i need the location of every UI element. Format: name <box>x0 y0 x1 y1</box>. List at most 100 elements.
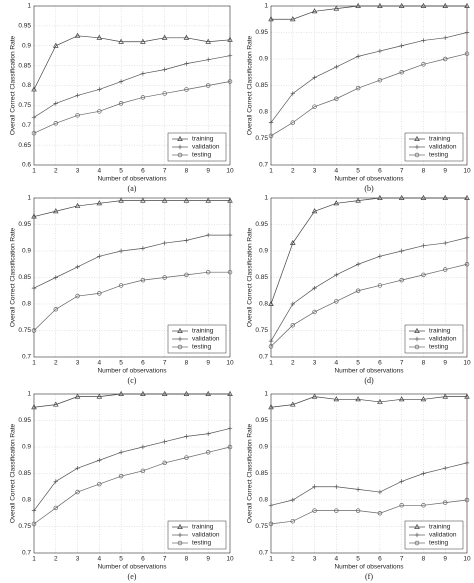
y-axis-label: Overall Correct Classification Rate <box>247 227 254 327</box>
x-tick-label: 3 <box>313 556 317 563</box>
series-line <box>270 462 468 506</box>
marker <box>140 444 146 450</box>
marker <box>414 523 420 529</box>
marker <box>140 390 146 396</box>
marker <box>162 460 167 466</box>
series-line <box>270 197 467 305</box>
y-tick-label: 0.9 <box>22 42 31 49</box>
marker <box>52 208 59 214</box>
marker <box>334 299 339 304</box>
marker <box>377 489 383 495</box>
marker <box>268 133 274 139</box>
caption: (c) <box>128 376 137 385</box>
marker <box>183 390 190 396</box>
marker <box>206 431 211 436</box>
marker <box>311 393 318 399</box>
y-tick-label: 0.65 <box>18 142 31 149</box>
y-tick-label: 0.85 <box>255 82 268 89</box>
y-tick-label: 0.9 <box>22 248 31 255</box>
marker <box>442 56 448 62</box>
marker <box>118 248 124 254</box>
x-tick-label: 6 <box>378 556 382 563</box>
series-line <box>33 55 231 118</box>
y-tick-label: 0.9 <box>259 444 268 451</box>
marker <box>31 508 37 513</box>
marker <box>464 30 470 35</box>
marker <box>75 93 80 98</box>
marker <box>334 96 339 101</box>
marker <box>443 466 448 471</box>
x-tick-label: 6 <box>141 556 145 563</box>
marker <box>161 197 168 203</box>
legend-label: training <box>429 524 451 531</box>
marker <box>311 8 318 14</box>
x-tick-label: 7 <box>163 168 167 175</box>
marker <box>162 240 167 246</box>
y-axis-label: Overall Correct Classification Rate <box>10 227 17 327</box>
y-tick-label: 0.95 <box>255 417 268 424</box>
x-tick-label: 5 <box>119 360 123 367</box>
x-tick-label: 6 <box>141 168 145 175</box>
marker <box>53 101 58 106</box>
marker <box>161 34 168 40</box>
marker <box>183 34 190 40</box>
marker <box>268 521 274 527</box>
x-axis-label: Number of observations <box>97 368 167 375</box>
marker <box>31 521 37 527</box>
marker <box>162 439 167 444</box>
marker <box>420 2 427 8</box>
marker <box>162 275 167 280</box>
marker <box>398 194 405 200</box>
y-axis-label: Overall Correct Classification Rate <box>247 35 254 135</box>
marker <box>118 450 124 455</box>
marker <box>184 87 189 92</box>
marker <box>421 243 426 248</box>
marker <box>118 390 124 396</box>
legend-label: testing <box>429 344 449 351</box>
y-tick-label: 0.95 <box>18 417 31 424</box>
marker <box>421 38 426 43</box>
y-tick-label: 0.75 <box>255 523 268 530</box>
x-tick-label: 4 <box>98 168 102 175</box>
marker <box>312 309 317 315</box>
marker <box>31 130 37 136</box>
marker <box>290 497 295 503</box>
marker <box>355 396 361 402</box>
legend-label: validation <box>192 532 220 539</box>
marker <box>205 83 211 88</box>
marker <box>268 338 274 344</box>
y-tick-label: 0.95 <box>18 23 31 30</box>
x-tick-label: 8 <box>185 168 189 175</box>
marker <box>421 272 426 278</box>
marker <box>312 508 317 513</box>
marker <box>414 336 420 342</box>
marker <box>464 194 470 200</box>
marker <box>399 69 404 75</box>
series-line <box>33 35 231 90</box>
x-tick-label: 4 <box>335 360 339 367</box>
marker <box>399 248 404 254</box>
marker <box>464 2 470 8</box>
marker <box>227 197 233 203</box>
marker <box>312 484 317 489</box>
marker <box>464 235 470 240</box>
marker <box>184 434 189 439</box>
x-tick-label: 10 <box>463 556 471 563</box>
caption: (a) <box>128 184 137 193</box>
marker <box>377 77 383 83</box>
marker <box>205 390 212 396</box>
marker <box>177 523 183 529</box>
marker <box>206 57 211 62</box>
x-tick-label: 9 <box>443 168 447 175</box>
caption: (d) <box>364 376 374 385</box>
panel: 0.7 0.75 0.8 0.85 0.9 0.95 1 1 2 3 4 5 6 7 8 9 10 Number … <box>247 391 471 581</box>
marker <box>184 455 189 460</box>
x-tick-label: 2 <box>291 556 295 563</box>
x-tick-label: 2 <box>54 360 58 367</box>
legend-label: testing <box>429 152 449 159</box>
marker <box>377 510 383 516</box>
marker <box>97 481 102 487</box>
y-tick-label: 0.75 <box>255 327 268 334</box>
marker <box>227 79 233 84</box>
